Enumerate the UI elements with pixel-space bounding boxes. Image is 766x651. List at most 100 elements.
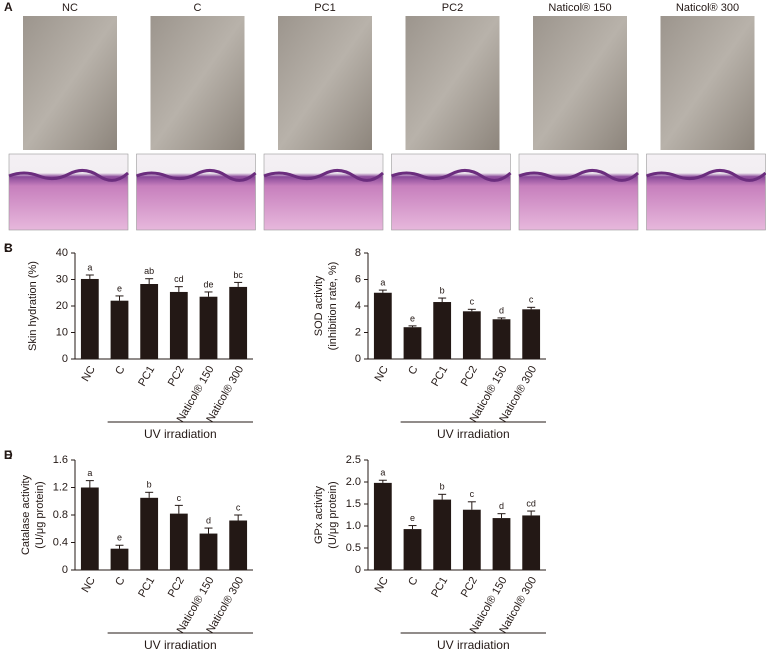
y-tick-label: 1.2 — [53, 481, 68, 493]
significance-label: b — [440, 285, 445, 295]
bar — [199, 533, 218, 570]
bar — [229, 286, 248, 359]
bar — [140, 497, 159, 570]
histology-detail — [390, 169, 512, 182]
y-axis-label: (inhibition rate, %) — [327, 262, 339, 351]
panel-label: B — [4, 241, 13, 255]
x-tick-label: PC2 — [166, 364, 187, 389]
bar — [110, 548, 129, 570]
histology-image — [136, 153, 256, 231]
x-axis-label: UV irradiation — [437, 638, 510, 651]
y-tick-label: 0.4 — [53, 536, 68, 548]
histology-detail — [518, 169, 640, 182]
skin-photo — [660, 16, 755, 150]
significance-label: e — [410, 513, 415, 523]
bar — [110, 300, 129, 359]
group-label: PC2 — [442, 2, 463, 14]
histology-detail — [263, 169, 385, 182]
y-tick-label: 2.0 — [346, 476, 361, 488]
y-tick-label: 10 — [56, 326, 68, 338]
significance-label: a — [380, 468, 385, 478]
bar — [169, 513, 188, 570]
x-tick-label: NC — [80, 364, 98, 384]
bar — [522, 309, 541, 359]
x-axis-label: UV irradiation — [144, 427, 217, 441]
histology-image — [518, 153, 639, 231]
x-axis-label: UV irradiation — [144, 638, 217, 651]
significance-label: a — [380, 277, 385, 287]
bar — [373, 482, 392, 570]
x-tick-label: PC1 — [429, 575, 450, 600]
x-tick-label: PC2 — [459, 575, 480, 600]
significance-label: cd — [174, 274, 184, 284]
bar — [229, 520, 248, 570]
histology-detail — [135, 169, 257, 182]
group-label: NC — [62, 2, 78, 14]
y-tick-label: 0 — [355, 564, 361, 576]
bar — [199, 296, 218, 359]
y-axis-label: GPx activity — [313, 485, 325, 544]
y-tick-label: 4 — [355, 300, 361, 312]
x-tick-label: PC1 — [429, 364, 450, 389]
x-tick-label: NC — [80, 575, 98, 595]
panel-label: E — [4, 448, 12, 462]
bar — [492, 518, 511, 570]
x-tick-label: C — [406, 575, 420, 588]
significance-label: c — [177, 493, 182, 503]
y-tick-label: 2 — [355, 326, 361, 338]
significance-label: a — [87, 262, 92, 272]
y-axis-label: Skin hydration (%) — [27, 261, 39, 351]
y-tick-label: 1.0 — [346, 520, 361, 532]
histology-image — [263, 153, 384, 231]
x-tick-label: C — [113, 575, 127, 588]
y-axis-label: Catalase activity — [20, 474, 32, 555]
y-tick-label: 1.5 — [346, 498, 361, 510]
x-tick-label: PC2 — [459, 364, 480, 389]
bar — [403, 327, 422, 359]
y-axis-label: (U/μg protein) — [327, 481, 339, 548]
y-tick-label: 6 — [355, 273, 361, 285]
histology-image — [391, 153, 511, 231]
skin-photo — [405, 16, 500, 150]
histology-image — [646, 153, 766, 231]
significance-label: de — [203, 279, 213, 289]
bar — [462, 509, 481, 570]
significance-label: a — [87, 468, 92, 478]
y-tick-label: 0 — [355, 353, 361, 365]
group-label: C — [194, 2, 202, 14]
y-tick-label: 1.6 — [53, 454, 68, 466]
significance-label: e — [117, 533, 122, 543]
skin-photo — [150, 16, 245, 150]
bar — [373, 292, 392, 359]
bar — [433, 302, 452, 359]
bar — [403, 529, 422, 570]
skin-photo — [278, 16, 372, 150]
y-tick-label: 0.5 — [346, 542, 361, 554]
panel-label: D — [4, 448, 13, 462]
significance-label: cd — [526, 498, 536, 508]
panel-label: A — [4, 0, 13, 14]
bar — [492, 319, 511, 359]
significance-label: d — [499, 305, 504, 315]
y-tick-label: 30 — [56, 273, 68, 285]
y-axis-label: (U/μg protein) — [34, 481, 46, 548]
skin-photo — [23, 16, 117, 150]
x-axis-label: UV irradiation — [437, 427, 510, 441]
group-label: Naticol® 150 — [548, 2, 611, 14]
significance-label: c — [470, 297, 475, 307]
significance-label: b — [147, 480, 152, 490]
y-tick-label: 8 — [355, 247, 361, 259]
histology-image — [8, 153, 129, 231]
group-label: PC1 — [314, 2, 335, 14]
bar — [522, 515, 541, 570]
bar — [169, 291, 188, 359]
significance-label: e — [410, 313, 415, 323]
x-tick-label: NC — [373, 364, 391, 384]
significance-label: bc — [233, 270, 243, 280]
significance-label: ab — [144, 266, 154, 276]
significance-label: c — [470, 489, 475, 499]
group-label: Naticol® 300 — [676, 2, 739, 14]
y-tick-label: 20 — [56, 300, 68, 312]
significance-label: c — [236, 502, 241, 512]
